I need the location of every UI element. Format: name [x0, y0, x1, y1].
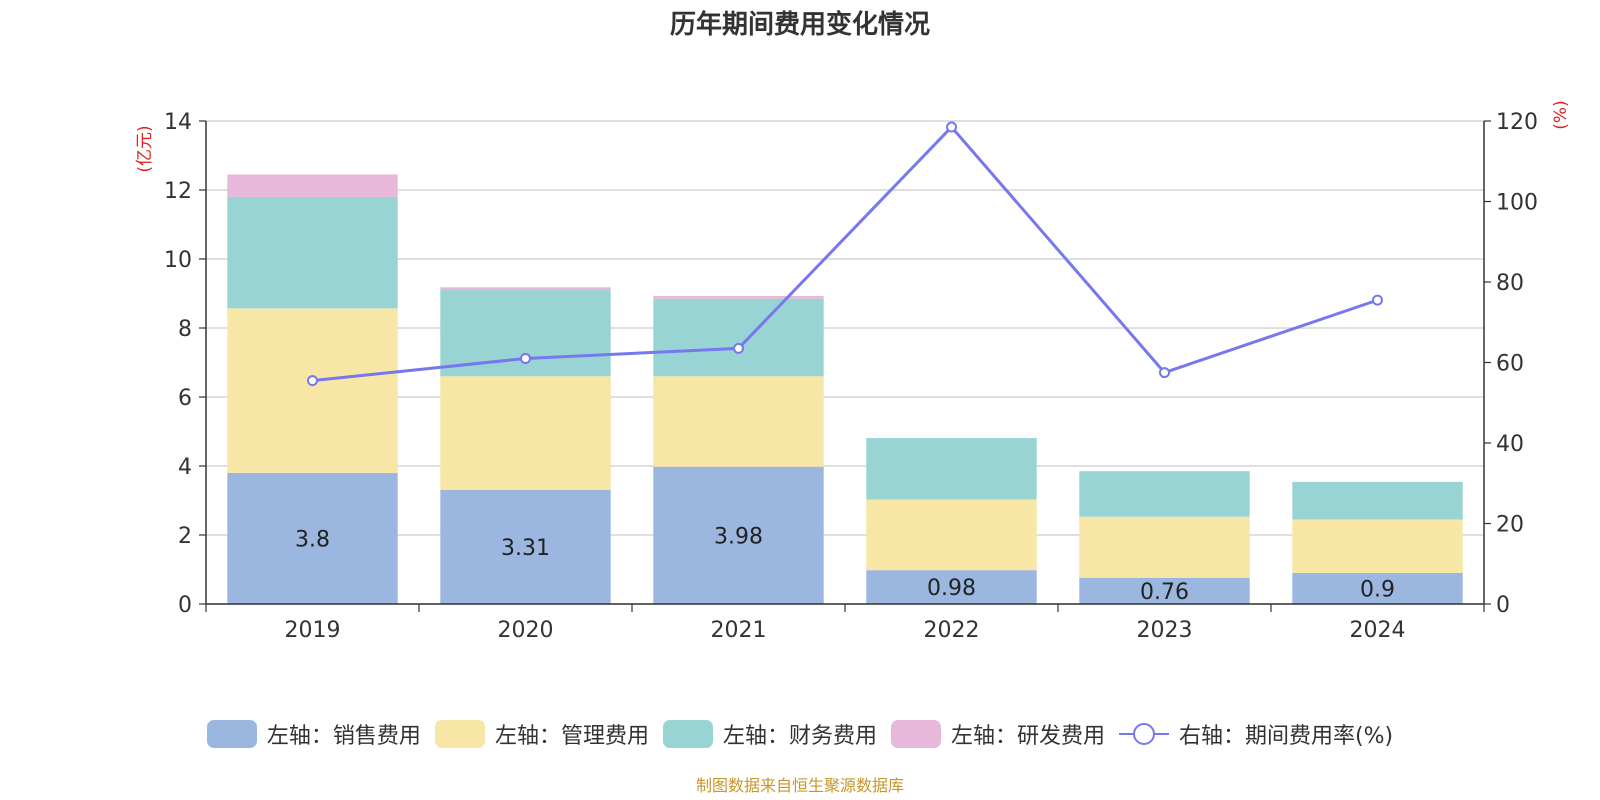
bar-segment-2019-s3: [227, 174, 398, 197]
y-left-tick-label: 10: [164, 248, 192, 273]
bar-segment-2024-s0: [1292, 572, 1463, 604]
bar-segment-2020-s0: [440, 489, 611, 604]
rate-point-2020: [520, 352, 531, 364]
rate-point-2023: [1159, 367, 1170, 379]
bar-segment-2020-s1: [440, 376, 611, 490]
legend-item-admin[interactable]: 左轴：管理费用: [434, 718, 649, 750]
y-right-axis-title: (%): [1551, 100, 1571, 129]
bar-segment-2021-s0: [653, 466, 824, 604]
bar-segment-2019-s1: [227, 308, 398, 473]
y-left-tick-label: 6: [178, 386, 192, 411]
legend: 左轴：销售费用 左轴：管理费用 左轴：财务费用 左轴：研发费用 右轴：期间费用率…: [0, 718, 1600, 750]
y-right-tick-label: 120: [1496, 110, 1538, 135]
rate-point-2021: [733, 342, 744, 354]
rate-line: [312, 125, 1378, 383]
bar-data-label-2019: 3.8: [295, 527, 330, 552]
legend-swatch-admin: [434, 720, 485, 748]
x-tick-label-2022: 2022: [924, 618, 980, 643]
bar-segment-2021-s1: [653, 376, 824, 467]
x-tick-label-2021: 2021: [711, 618, 767, 643]
legend-label-admin: 左轴：管理费用: [494, 724, 649, 749]
bar-data-label-2024: 0.9: [1360, 577, 1395, 602]
rate-point-2024: [1372, 294, 1383, 306]
legend-label-finance: 左轴：财务费用: [722, 724, 877, 749]
y-right-tick-label: 60: [1496, 352, 1524, 377]
y-right-tick-label: 40: [1496, 432, 1524, 457]
bar-segment-2021-s2: [653, 298, 824, 377]
bar-segment-2021-s3: [653, 295, 824, 299]
y-right-tick-label: 100: [1496, 191, 1538, 216]
legend-label-sales: 左轴：销售费用: [266, 724, 421, 749]
chart-title: 历年期间费用变化情况: [669, 10, 930, 40]
legend-item-sales[interactable]: 左轴：销售费用: [206, 718, 421, 750]
bar-segment-2019-s2: [227, 196, 398, 309]
legend-swatch-rd: [890, 720, 941, 748]
bar-data-label-2022: 0.98: [927, 576, 976, 601]
y-left-axis-title: (亿元): [135, 125, 155, 172]
y-left-tick-label: 0: [178, 593, 192, 618]
bar-segment-2019-s0: [227, 472, 398, 604]
bar-segment-2024-s2: [1292, 481, 1463, 520]
legend-swatch-finance: [662, 720, 713, 748]
bar-segment-2022-s2: [866, 438, 1037, 500]
y-right-tick-label: 0: [1496, 593, 1510, 618]
y-left-tick-label: 14: [164, 110, 192, 135]
legend-item-rd[interactable]: 左轴：研发费用: [890, 718, 1105, 750]
legend-swatch-rate: [1118, 720, 1169, 748]
y-right-tick-label: 80: [1496, 271, 1524, 296]
legend-item-finance[interactable]: 左轴：财务费用: [662, 718, 877, 750]
bar-segment-2022-s1: [866, 499, 1037, 571]
bar-segment-2023-s0: [1079, 577, 1250, 604]
bar-segment-2020-s3: [440, 287, 611, 291]
x-tick-label-2024: 2024: [1350, 618, 1406, 643]
bar-segment-2023-s2: [1079, 471, 1250, 517]
y-left-tick-label: 2: [178, 524, 192, 549]
bar-segment-2024-s1: [1292, 519, 1463, 573]
bar-segment-2022-s0: [866, 570, 1037, 604]
legend-label-rate: 右轴：期间费用率(%): [1178, 724, 1394, 749]
x-tick-label-2019: 2019: [285, 618, 341, 643]
legend-label-rd: 左轴：研发费用: [950, 724, 1105, 749]
rate-point-2022: [946, 121, 957, 133]
bar-data-label-2021: 3.98: [714, 524, 763, 549]
bar-data-label-2020: 3.31: [501, 536, 550, 561]
y-right-tick-label: 20: [1496, 513, 1524, 538]
bar-segment-2023-s1: [1079, 516, 1250, 578]
legend-item-rate[interactable]: 右轴：期间费用率(%): [1118, 718, 1394, 750]
y-left-tick-label: 8: [178, 317, 192, 342]
legend-swatch-sales: [206, 720, 257, 748]
x-tick-label-2023: 2023: [1137, 618, 1193, 643]
chart-canvas: 0 2 4 6 8 10 12 14 0 20 40 60 80 100 120 (亿元) (%) 3.8 3.31…: [135, 100, 1571, 643]
bar-data-label-2023: 0.76: [1140, 580, 1189, 605]
data-source-note: 制图数据来自恒生聚源数据库: [695, 776, 904, 795]
x-tick-label-2020: 2020: [498, 618, 554, 643]
y-left-tick-label: 12: [164, 179, 192, 204]
y-left-tick-label: 4: [178, 455, 192, 480]
rate-point-2019: [307, 375, 318, 387]
